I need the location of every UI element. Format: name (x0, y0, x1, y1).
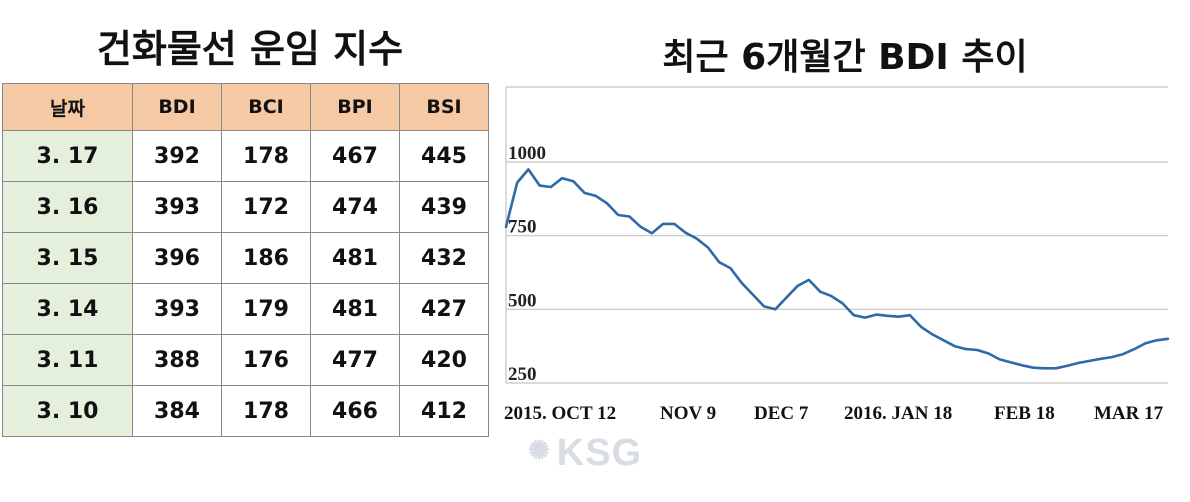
x-tick-label: MAR 17 (1094, 403, 1164, 424)
cell-bci: 176 (221, 334, 311, 386)
watermark: ✺ KSG (528, 432, 642, 475)
cell-bci: 178 (221, 385, 311, 437)
bdi-series-line (504, 168, 1170, 370)
table-row: 3. 10 384 178 466 412 (2, 385, 489, 437)
y-tick-label: 500 (508, 290, 537, 311)
x-tick-label: FEB 18 (994, 403, 1055, 424)
cell-bdi: 393 (132, 181, 222, 233)
y-tick-label: 750 (508, 217, 537, 238)
x-tick-label: 2016. JAN 18 (844, 403, 952, 424)
x-tick-label: 2015. OCT 12 (504, 403, 616, 424)
cell-bci: 186 (221, 232, 311, 284)
table-row: 3. 15 396 186 481 432 (2, 232, 489, 284)
cell-date: 3. 14 (2, 283, 133, 335)
table-row: 3. 11 388 176 477 420 (2, 334, 489, 386)
cell-bpi: 474 (310, 181, 400, 233)
x-tick-label: NOV 9 (660, 403, 716, 424)
cell-bci: 178 (221, 130, 311, 182)
cell-bsi: 432 (399, 232, 489, 284)
cell-bci: 172 (221, 181, 311, 233)
header-bsi: BSI (399, 83, 489, 131)
table-row: 3. 16 393 172 474 439 (2, 181, 489, 233)
table-title: 건화물선 운임 지수 (96, 27, 404, 71)
header-bci: BCI (221, 83, 311, 131)
cell-bpi: 481 (310, 283, 400, 335)
ship-wheel-icon: ✺ (528, 435, 551, 465)
cell-bdi: 392 (132, 130, 222, 182)
cell-bsi: 427 (399, 283, 489, 335)
cell-bdi: 388 (132, 334, 222, 386)
header-date: 날짜 (2, 83, 133, 131)
cell-date: 3. 10 (2, 385, 133, 437)
cell-bsi: 445 (399, 130, 489, 182)
cell-bpi: 467 (310, 130, 400, 182)
x-tick-label: DEC 7 (754, 403, 809, 424)
chart-svg: 1000 750 500 250 2015. OCT 12 NOV 9 DEC 7 2016.… (504, 86, 1170, 424)
cell-date: 3. 15 (2, 232, 133, 284)
cell-bdi: 384 (132, 385, 222, 437)
cell-bdi: 396 (132, 232, 222, 284)
cell-bsi: 439 (399, 181, 489, 233)
chart-title: 최근 6개월간 BDI 추이 (662, 37, 1028, 78)
y-tick-label: 250 (508, 364, 537, 385)
bdi-line-chart: 1000 750 500 250 2015. OCT 12 NOV 9 DEC 7 2016.… (500, 83, 1190, 428)
cell-bsi: 420 (399, 334, 489, 386)
cell-bdi: 393 (132, 283, 222, 335)
cell-bsi: 412 (399, 385, 489, 437)
table-row: 3. 17 392 178 467 445 (2, 130, 489, 182)
header-bdi: BDI (132, 83, 222, 131)
y-tick-label: 1000 (508, 143, 546, 164)
cell-bpi: 477 (310, 334, 400, 386)
table-row: 3. 14 393 179 481 427 (2, 283, 489, 335)
freight-index-table: 날짜 BDI BCI BPI BSI 3. 17 392 178 467 445… (2, 83, 489, 437)
watermark-text: KSG (556, 432, 643, 474)
cell-date: 3. 16 (2, 181, 133, 233)
cell-date: 3. 17 (2, 130, 133, 182)
cell-bpi: 466 (310, 385, 400, 437)
cell-date: 3. 11 (2, 334, 133, 386)
cell-bpi: 481 (310, 232, 400, 284)
table-header-row: 날짜 BDI BCI BPI BSI (2, 83, 489, 131)
cell-bci: 179 (221, 283, 311, 335)
header-bpi: BPI (310, 83, 400, 131)
